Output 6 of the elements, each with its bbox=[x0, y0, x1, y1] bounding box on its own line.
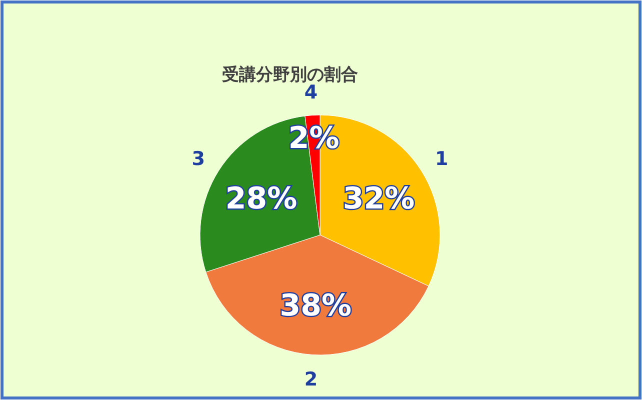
slice-label: 2 bbox=[304, 368, 318, 391]
data-label: 38% bbox=[280, 288, 352, 324]
data-label: 28% bbox=[225, 182, 298, 217]
slice-label: 1 bbox=[434, 148, 448, 170]
data-label: 32% bbox=[342, 182, 415, 217]
slice-label: 3 bbox=[192, 148, 206, 170]
